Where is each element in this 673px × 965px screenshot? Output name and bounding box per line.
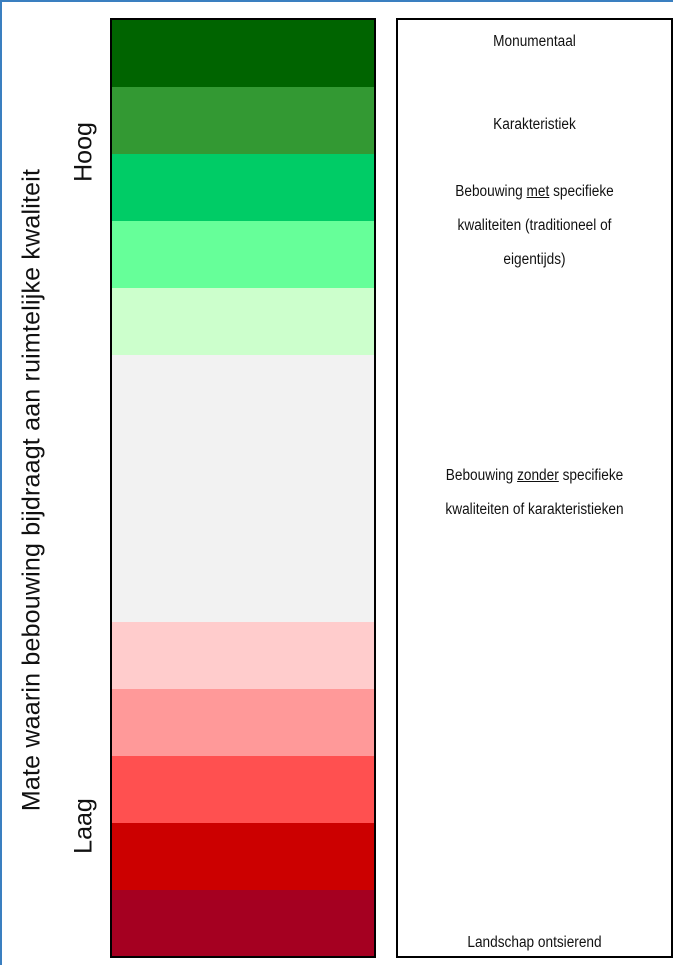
legend-with-prefix: Bebouwing	[455, 183, 527, 200]
scale-band	[112, 622, 374, 689]
legend-characteristic: Karakteristiek	[414, 108, 654, 142]
scale-band	[112, 689, 374, 756]
legend-monumental: Monumentaal	[414, 25, 654, 59]
legend-with-line3: eigentijds)	[503, 251, 566, 268]
scale-band	[112, 87, 374, 154]
scale-band	[112, 154, 374, 221]
frame-edge-left	[0, 0, 2, 965]
legend-with-qualities: Bebouwing met specifieke kwaliteiten (tr…	[414, 175, 654, 277]
frame-edge-top	[0, 0, 673, 2]
level-label-low: Laag	[69, 798, 98, 854]
scale-band	[112, 756, 374, 823]
legend-box: Monumentaal Karakteristiek Bebouwing met…	[396, 18, 673, 958]
y-axis-title: Mate waarin bebouwing bijdraagt aan ruim…	[17, 168, 46, 812]
scale-band	[112, 355, 374, 622]
scale-band	[112, 221, 374, 288]
legend-with-line1-rest: specifieke	[549, 183, 614, 200]
level-label-high: Hoog	[69, 122, 98, 182]
legend-without-qualities: Bebouwing zonder specifieke kwaliteiten …	[414, 459, 654, 527]
quality-color-scale	[110, 18, 376, 958]
legend-without-line2: kwaliteiten of karakteristieken	[445, 501, 624, 518]
legend-characteristic-text: Karakteristiek	[493, 116, 576, 133]
scale-band	[112, 890, 374, 956]
legend-disfiguring-text: Landschap ontsierend	[467, 934, 602, 951]
scale-band	[112, 20, 374, 87]
legend-without-prefix: Bebouwing	[445, 467, 518, 484]
legend-monumental-text: Monumentaal	[493, 33, 576, 50]
legend-without-emphasis: zonder	[517, 467, 559, 484]
legend-with-line2: kwaliteiten (traditioneel of	[457, 217, 612, 234]
legend-without-line1-rest: specifieke	[558, 467, 624, 484]
legend-with-emphasis: met	[526, 183, 550, 200]
legend-disfiguring: Landschap ontsierend	[414, 926, 654, 960]
scale-band	[112, 288, 374, 355]
scale-band	[112, 823, 374, 890]
